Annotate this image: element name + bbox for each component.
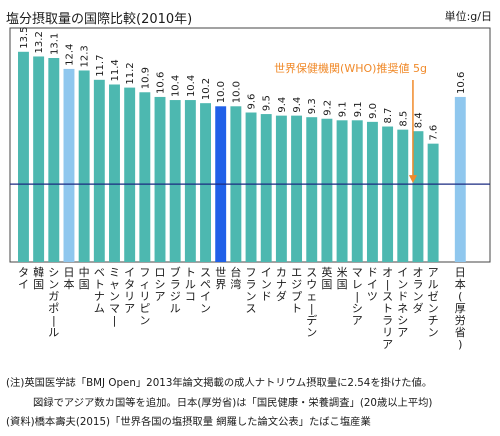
value-label: 7.6 bbox=[429, 125, 440, 141]
bar-マレーシア bbox=[351, 120, 363, 262]
value-label: 8.7 bbox=[383, 108, 394, 124]
bar-ロシア bbox=[154, 96, 166, 262]
value-label: 10.4 bbox=[171, 75, 182, 97]
category-label: シンガポ|ル bbox=[48, 266, 59, 339]
category-label: 日本 bbox=[63, 266, 74, 291]
value-label: 9.5 bbox=[262, 95, 273, 111]
category-label: トルコ bbox=[185, 266, 196, 303]
bar-ドイツ bbox=[366, 121, 378, 262]
category-label: フィリピン bbox=[139, 266, 150, 327]
category-label: ロシア bbox=[155, 266, 166, 303]
category-label: タイ bbox=[18, 266, 29, 291]
bar-シンガポール bbox=[48, 58, 60, 263]
category-label: アルゼンチン bbox=[428, 266, 439, 339]
bar-スペイン bbox=[200, 103, 211, 262]
bar-イタリア bbox=[124, 87, 136, 262]
category-label: カナダ bbox=[276, 266, 287, 303]
category-label: 日本(厚労省) bbox=[455, 266, 466, 351]
bars-group bbox=[18, 51, 466, 263]
bar-アルゼンチン bbox=[427, 143, 439, 262]
value-label: 10.6 bbox=[456, 72, 467, 94]
category-label: 世界 bbox=[215, 266, 226, 291]
category-label: ブラジル bbox=[170, 265, 181, 315]
value-label: 10.6 bbox=[156, 72, 167, 94]
category-label: インドネシア bbox=[397, 266, 408, 339]
category-label: イタリア bbox=[124, 266, 135, 315]
value-label: 9.3 bbox=[307, 98, 318, 114]
category-label: インド bbox=[261, 266, 272, 303]
footnote-line: 図録でアジア数カ国等を追加。日本(厚労省)は「国民健康・栄養調査」(20歳以上平… bbox=[33, 396, 433, 409]
category-label: スウェ|デン bbox=[306, 266, 317, 339]
bar-フランス bbox=[245, 112, 257, 262]
footnote-line: (注)英国医学誌「BMJ Open」2013年論文掲載の成人ナトリウム摂取量に2… bbox=[6, 377, 433, 389]
chart-title: 塩分摂取量の国際比較(2010年) bbox=[6, 12, 193, 27]
value-label: 9.4 bbox=[277, 97, 288, 113]
value-label: 9.4 bbox=[292, 97, 303, 113]
category-label: エジプト bbox=[291, 266, 302, 315]
value-label: 9.1 bbox=[353, 101, 364, 117]
who-annotation: 世界保健機関(WHO)推奨値 5g bbox=[274, 61, 427, 184]
value-label: 10.2 bbox=[201, 78, 212, 100]
category-label: オ|ストラリア bbox=[382, 266, 393, 351]
bar-韓国 bbox=[33, 56, 45, 263]
who-reference-label: 世界保健機関(WHO)推奨値 5g bbox=[274, 61, 427, 75]
value-label: 10.4 bbox=[186, 75, 197, 97]
value-label: 11.7 bbox=[95, 55, 106, 77]
bar-フィリピン bbox=[139, 92, 151, 263]
category-label: ベトナム bbox=[94, 266, 105, 315]
category-label: スペイン bbox=[200, 266, 211, 315]
value-labels-group: 13.5 13.2 13.1 12.4 12.3 11.7 11.4 11.2 10.9 10.6… bbox=[19, 27, 467, 141]
unit-label: 単位:g/日 bbox=[444, 10, 492, 23]
bar-タイ bbox=[18, 51, 29, 262]
category-label: フランス bbox=[246, 266, 257, 315]
footnote-line: (資料)橋本壽夫(2015)「世界各国の塩摂取量 網羅した論文公表」たばこ塩産業 bbox=[6, 416, 371, 428]
category-label: マレ|シア bbox=[352, 266, 363, 327]
bar-ベトナム bbox=[93, 79, 105, 262]
category-label: 韓国 bbox=[33, 266, 44, 291]
value-label: 9.1 bbox=[338, 101, 349, 117]
bar-オーストラリア bbox=[382, 126, 394, 262]
bar-オランダ bbox=[412, 131, 424, 262]
footnotes: (注)英国医学誌「BMJ Open」2013年論文掲載の成人ナトリウム摂取量に2… bbox=[6, 374, 432, 433]
category-label: 台湾 bbox=[230, 265, 241, 291]
value-label: 8.4 bbox=[413, 112, 424, 128]
category-label: 中国 bbox=[79, 266, 90, 291]
bar-chart: 13.5 13.2 13.1 12.4 12.3 11.7 11.4 11.2 10.9 10.6… bbox=[9, 27, 491, 351]
value-label: 10.9 bbox=[140, 67, 151, 89]
value-label: 9.6 bbox=[247, 94, 258, 110]
value-label: 9.0 bbox=[368, 103, 379, 119]
value-label: 11.4 bbox=[110, 59, 121, 81]
category-label: ドイツ bbox=[367, 266, 378, 303]
bar-中国 bbox=[78, 70, 90, 262]
bar-インドネシア bbox=[397, 129, 409, 262]
bar-日本 bbox=[63, 68, 75, 262]
category-label: ミャンマ| bbox=[109, 266, 120, 327]
bar-スウェーデン bbox=[306, 117, 318, 262]
value-label: 8.5 bbox=[398, 111, 409, 127]
bar-エジプト bbox=[291, 115, 303, 262]
who-arrow-head bbox=[408, 175, 417, 184]
category-label: オランダ bbox=[412, 266, 423, 315]
bar-米国 bbox=[336, 120, 348, 262]
value-label: 13.5 bbox=[19, 27, 30, 49]
value-label: 12.4 bbox=[64, 44, 75, 66]
category-label: 米国 bbox=[337, 266, 348, 291]
bar-ブラジル bbox=[169, 100, 181, 262]
bar-トルコ bbox=[184, 100, 196, 262]
bar-日本(厚労省) bbox=[454, 96, 466, 262]
bar-カナダ bbox=[275, 115, 287, 262]
value-label: 10.0 bbox=[231, 81, 242, 103]
category-label: 英国 bbox=[321, 265, 332, 291]
bar-英国 bbox=[321, 118, 333, 263]
value-label: 9.2 bbox=[322, 100, 333, 116]
value-label: 13.1 bbox=[49, 33, 60, 55]
bar-ミャンマー bbox=[109, 84, 120, 263]
value-label: 10.0 bbox=[216, 81, 227, 103]
value-label: 12.3 bbox=[80, 45, 91, 67]
bar-インド bbox=[260, 114, 272, 262]
value-label: 11.2 bbox=[125, 62, 136, 84]
value-label: 13.2 bbox=[34, 31, 45, 53]
